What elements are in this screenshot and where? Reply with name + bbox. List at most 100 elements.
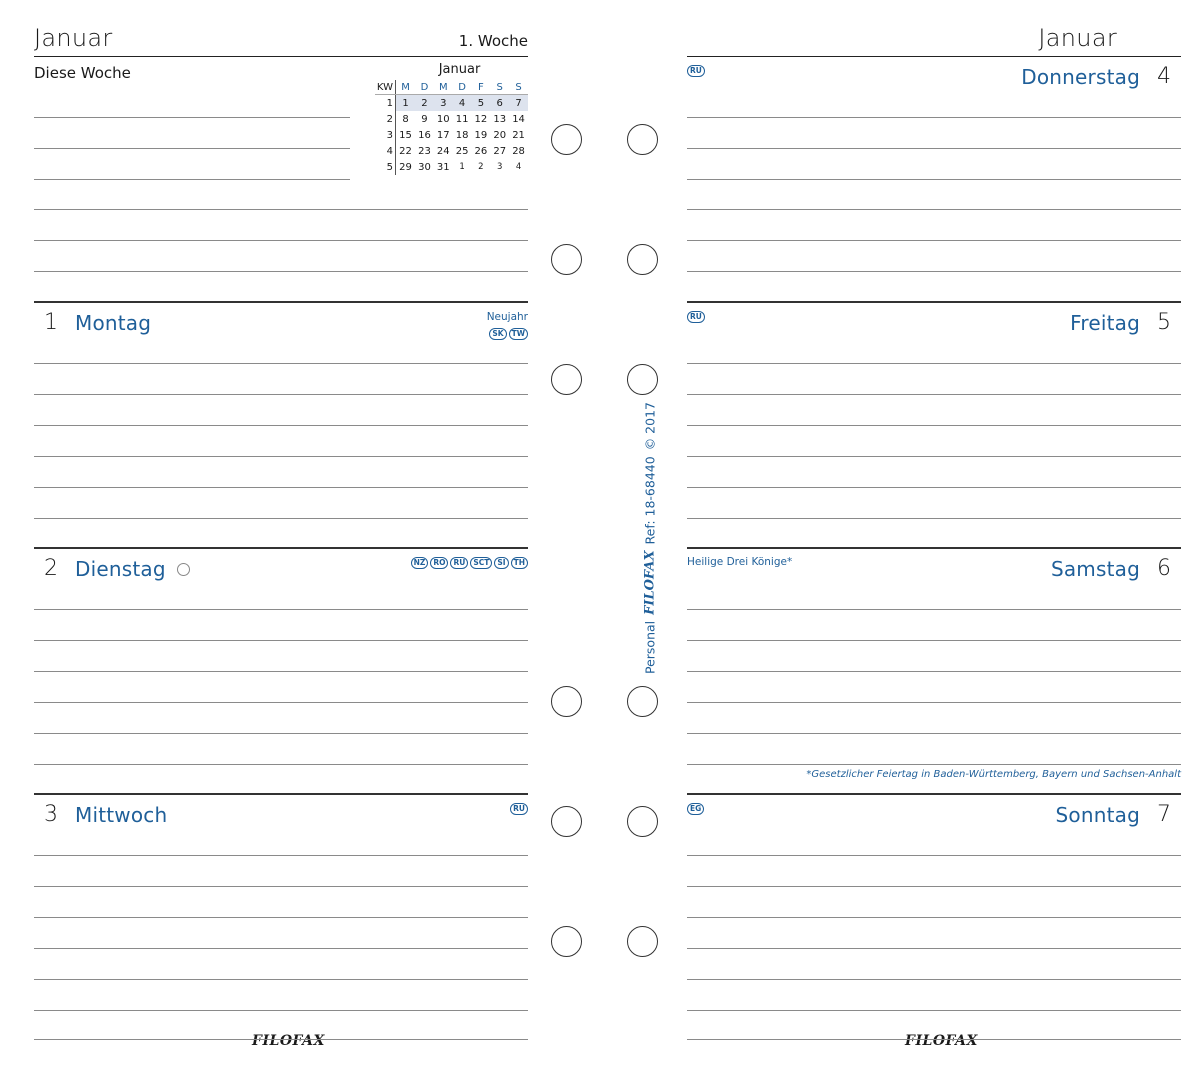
day-name: Mittwoch	[75, 803, 168, 827]
holiday-label: Neujahr	[486, 311, 528, 323]
kw-number: 1	[375, 94, 396, 111]
writing-line	[34, 271, 528, 272]
filofax-logo: FILOFAX	[642, 550, 658, 615]
writing-line	[687, 487, 1181, 488]
calendar-day: 4	[452, 94, 472, 111]
calendar-day: 16	[418, 129, 431, 141]
day-number: 3	[44, 802, 58, 827]
writing-line	[34, 855, 528, 856]
writing-line	[687, 456, 1181, 457]
writing-line	[34, 764, 528, 765]
right-header: Januar	[687, 22, 1181, 57]
writing-line	[687, 855, 1181, 856]
writing-line	[34, 487, 528, 488]
day-name: Montag	[75, 311, 152, 335]
writing-line	[34, 425, 528, 426]
calendar-day: 28	[512, 145, 525, 157]
weekday-header: S	[490, 80, 510, 95]
writing-line	[34, 979, 528, 980]
writing-line	[34, 117, 350, 118]
mini-calendar-week-row: 3 15 16 17 18 19 20 21	[375, 127, 528, 143]
writing-line	[34, 518, 528, 519]
calendar-day: 12	[474, 113, 488, 125]
country-codes: RU	[510, 803, 528, 815]
kw-number: 5	[375, 159, 396, 175]
country-code-badge: SCT	[470, 557, 493, 569]
binder-hole	[551, 124, 582, 155]
kw-number: 4	[375, 143, 396, 159]
writing-line	[34, 240, 528, 241]
calendar-day: 23	[418, 145, 431, 157]
writing-line	[687, 1039, 1181, 1040]
this-week-label: Diese Woche	[34, 64, 131, 82]
calendar-day: 1	[459, 162, 465, 172]
writing-line	[687, 240, 1181, 241]
month-title: Januar	[34, 24, 113, 52]
writing-line	[687, 948, 1181, 949]
country-code-badge: RO	[430, 557, 449, 569]
mini-calendar-week-row: 5 29 30 31 1 2 3 4	[375, 159, 528, 175]
day-number: 1	[44, 310, 58, 335]
mini-calendar-header-row: KW M D M D F S S	[375, 80, 528, 95]
day-divider	[34, 547, 528, 549]
calendar-day: 2	[478, 162, 484, 172]
calendar-day: 31	[436, 161, 450, 173]
calendar-day: 3	[433, 94, 453, 111]
country-code-badge: RU	[450, 557, 469, 569]
day-divider	[34, 793, 528, 795]
mini-calendar-title: Januar	[438, 62, 481, 77]
writing-line	[34, 394, 528, 395]
binder-hole	[627, 926, 658, 957]
writing-line	[687, 886, 1181, 887]
writing-line	[687, 394, 1181, 395]
calendar-day: 3	[496, 162, 503, 172]
writing-line	[34, 886, 528, 887]
binder-hole	[627, 244, 658, 275]
calendar-day: 19	[474, 129, 488, 141]
spine-imprint: Personal FILOFAX Ref: 18-68440 © 2017	[643, 402, 658, 674]
writing-line	[34, 948, 528, 949]
country-codes: NZ RO RU SCT SI TH	[410, 557, 528, 569]
country-code-badge: TH	[510, 557, 528, 569]
binder-hole	[551, 244, 582, 275]
writing-line	[687, 1010, 1181, 1011]
calendar-day: 20	[493, 129, 507, 141]
day-number: 6	[1157, 556, 1171, 581]
reference-number: Ref: 18-68440	[642, 456, 658, 545]
country-codes: RU	[687, 65, 705, 77]
calendar-day: 7	[509, 94, 528, 111]
country-code-badge: RU	[687, 311, 705, 323]
writing-line	[687, 702, 1181, 703]
calendar-day: 18	[455, 129, 469, 141]
format-label: Personal	[642, 620, 658, 674]
country-codes: RU	[687, 311, 705, 323]
weekday-header: F	[471, 80, 491, 95]
calendar-day: 15	[399, 129, 412, 141]
calendar-day: 11	[455, 113, 469, 125]
day-name: Dienstag	[75, 557, 166, 581]
calendar-day: 17	[436, 129, 450, 141]
writing-line	[34, 456, 528, 457]
kw-number: 2	[375, 111, 396, 127]
binder-hole	[551, 806, 582, 837]
writing-line	[687, 979, 1181, 980]
day-number: 5	[1157, 310, 1171, 335]
writing-line	[34, 209, 528, 210]
writing-line	[687, 117, 1181, 118]
calendar-day: 10	[436, 113, 450, 125]
day-number: 7	[1157, 802, 1171, 827]
country-code-badge: RU	[510, 803, 528, 815]
writing-line	[34, 733, 528, 734]
binder-hole	[551, 686, 582, 717]
calendar-day: 26	[474, 145, 488, 157]
writing-line	[687, 518, 1181, 519]
writing-line	[687, 764, 1181, 765]
writing-line	[687, 209, 1181, 210]
writing-line	[687, 671, 1181, 672]
country-codes: EG	[687, 803, 705, 815]
calendar-day: 8	[402, 113, 409, 125]
writing-line	[34, 640, 528, 641]
calendar-day: 4	[515, 162, 522, 172]
calendar-day: 25	[455, 145, 469, 157]
